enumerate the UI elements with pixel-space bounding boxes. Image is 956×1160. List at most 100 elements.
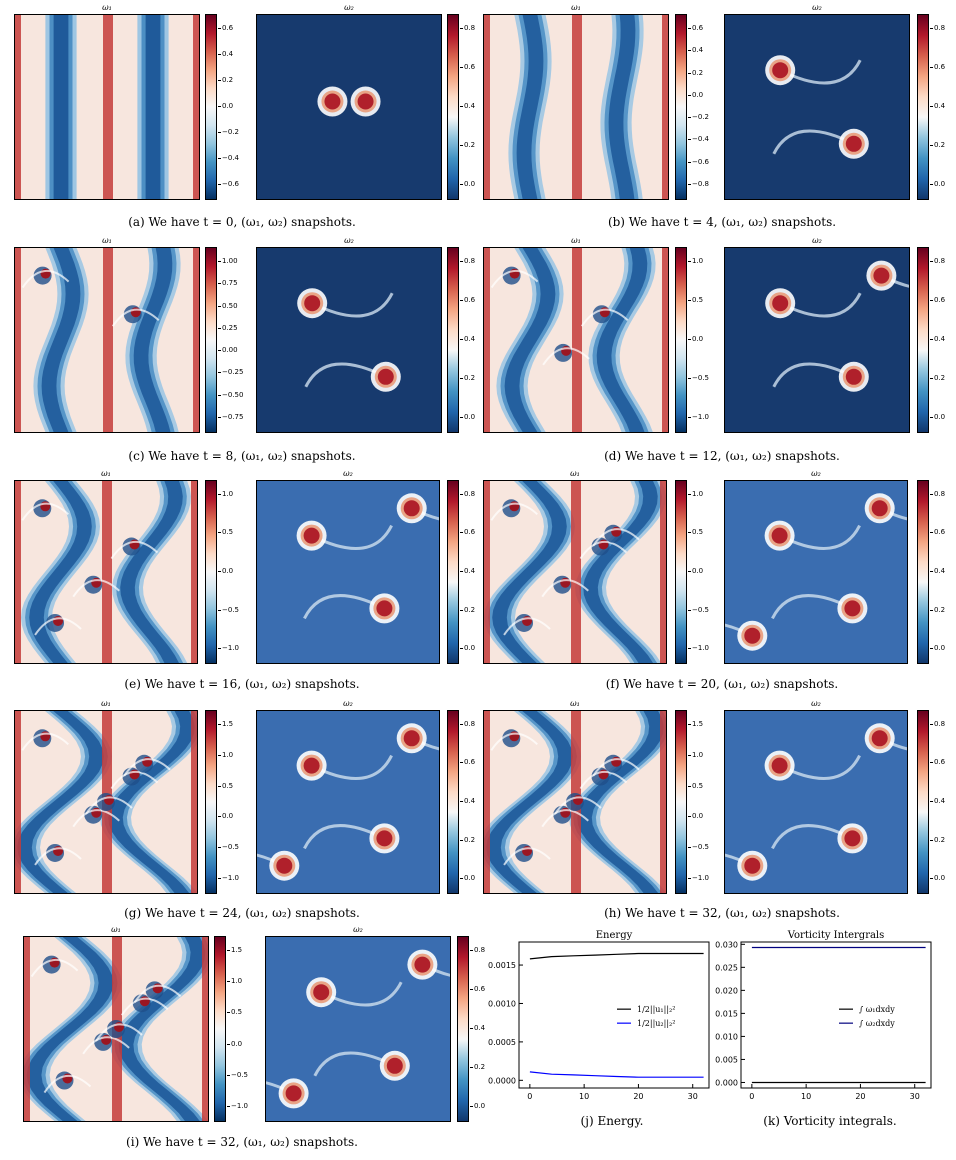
colorbar-tick-label: 0.0	[217, 102, 234, 110]
colorbar-tick-label: −0.2	[688, 113, 709, 122]
omega1-field	[14, 247, 200, 433]
colorbar-tick-label: 0.0	[469, 1102, 486, 1111]
colorbar-tick-label: 0.6	[687, 23, 704, 32]
omega2-field	[724, 710, 908, 894]
colorbar-tick-label: 0.0	[459, 413, 476, 422]
series-line-1	[529, 952, 704, 960]
omega1-title: ω₁	[570, 469, 580, 478]
omega1-field	[23, 936, 209, 1122]
colorbar	[214, 936, 226, 1122]
colorbar-tick-label: −0.6	[688, 157, 709, 166]
colorbar-tick-label: 1.0	[687, 489, 704, 498]
colorbar-tick-label: 0.2	[929, 141, 946, 150]
colorbar-tick-label: 0.2	[929, 374, 946, 383]
y-tick-label: 0.0010	[488, 999, 516, 1008]
colorbar	[205, 710, 217, 894]
omega2-title: ω₂	[353, 925, 363, 934]
colorbar-tick-label: 0.0	[687, 335, 704, 343]
colorbar-tick-label: −0.4	[688, 135, 709, 144]
x-tick-label: 20	[633, 1092, 643, 1101]
colorbar-tick-label: −0.5	[218, 843, 239, 852]
colorbar-tick-label: 1.0	[687, 750, 704, 759]
colorbar-tick-label: 0.0	[929, 180, 946, 189]
colorbar	[675, 480, 687, 664]
colorbar-tick-label: 0.5	[217, 781, 234, 790]
omega2-field	[256, 247, 442, 433]
colorbar-tick-label: 0.5	[226, 1008, 243, 1017]
colorbar-tick-label: 0.0	[687, 567, 704, 575]
colorbar-tick-label: 0.4	[459, 335, 476, 343]
omega1-title: ω₁	[101, 469, 111, 478]
colorbar-tick-label: 1.0	[217, 489, 234, 498]
omega2-field	[256, 710, 440, 894]
colorbar-tick-label: 0.0	[217, 812, 234, 821]
omega2-field	[256, 480, 440, 664]
caption-a: (a) We have t = 0, (ω₁, ω₂) snapshots.	[128, 215, 356, 229]
colorbar-tick-label: 0.8	[929, 256, 946, 265]
colorbar	[447, 14, 459, 200]
omega1-heatmap	[484, 15, 668, 199]
colorbar-tick-label: 0.75	[218, 279, 238, 288]
omega1-title: ω₁	[111, 925, 121, 934]
colorbar-tick-label: 1.00	[218, 256, 238, 265]
colorbar	[675, 14, 687, 200]
colorbar-tick-label: 0.2	[469, 1063, 486, 1072]
colorbar-tick-label: 0.4	[929, 567, 946, 575]
colorbar	[457, 936, 469, 1122]
colorbar	[917, 14, 929, 200]
colorbar-tick-label: 0.8	[459, 489, 476, 498]
omega2-title: ω₂	[344, 236, 354, 245]
colorbar-tick-label: −0.8	[688, 180, 709, 189]
colorbar-tick-label: 1.5	[226, 945, 243, 954]
plot-frame	[518, 941, 710, 1089]
colorbar-tick-label: 0.2	[459, 374, 476, 383]
caption-d: (d) We have t = 12, (ω₁, ω₂) snapshots.	[604, 449, 840, 463]
colorbar-tick-label: 0.0	[459, 180, 476, 189]
colorbar-tick-label: −0.5	[688, 843, 709, 852]
omega1-field	[483, 247, 669, 433]
colorbar-tick-label: −1.0	[218, 874, 239, 883]
omega2-heatmap	[257, 248, 441, 432]
plot-title: Vorticity Intergrals	[787, 930, 885, 941]
colorbar-tick-label: −1.0	[688, 874, 709, 883]
caption-c: (c) We have t = 8, (ω₁, ω₂) snapshots.	[128, 449, 356, 463]
omega2-field	[724, 14, 910, 200]
omega2-field	[265, 936, 451, 1122]
caption-b: (b) We have t = 4, (ω₁, ω₂) snapshots.	[607, 215, 837, 229]
omega2-heatmap	[725, 248, 909, 432]
colorbar-tick-label: 1.0	[226, 977, 243, 986]
colorbar-tick-label: 0.6	[459, 758, 476, 767]
omega1-title: ω₁	[102, 236, 112, 245]
colorbar-tick-label: 0.0	[687, 90, 704, 99]
x-tick-label: 10	[579, 1092, 589, 1101]
y-tick-label: 0.0015	[488, 961, 516, 970]
colorbar-tick-label: 0.4	[459, 102, 476, 110]
omega2-field	[724, 480, 908, 664]
colorbar-tick-label: 0.4	[929, 797, 946, 805]
colorbar-tick-label: −1.0	[688, 644, 709, 653]
colorbar-tick-label: −1.0	[688, 413, 709, 422]
colorbar-tick-label: −0.25	[217, 368, 244, 377]
colorbar-tick-label: 0.6	[217, 23, 234, 32]
colorbar-tick-label: 0.5	[687, 528, 704, 537]
omega1-heatmap	[15, 481, 197, 663]
omega2-title: ω₂	[812, 3, 822, 12]
colorbar-tick-label: −0.4	[218, 154, 239, 163]
legend-label: 1/2||u₁||₂²	[637, 1005, 675, 1014]
colorbar-tick-label: 0.0	[929, 413, 946, 422]
colorbar	[205, 247, 217, 433]
omega2-title: ω₂	[343, 469, 353, 478]
colorbar	[205, 14, 217, 200]
colorbar	[447, 480, 459, 664]
omega1-title: ω₁	[102, 3, 112, 12]
colorbar-tick-label: 0.2	[459, 141, 476, 150]
colorbar	[675, 247, 687, 433]
colorbar-tick-label: 0.4	[687, 46, 704, 55]
omega1-heatmap	[15, 711, 197, 893]
colorbar-tick-label: −1.0	[227, 1102, 248, 1111]
omega2-heatmap	[725, 481, 907, 663]
energy-plot-caption: (j) Energy.	[580, 1114, 644, 1128]
colorbar-tick-label: 1.5	[217, 719, 234, 728]
colorbar-tick-label: 0.5	[687, 781, 704, 790]
omega2-title: ω₂	[343, 699, 353, 708]
